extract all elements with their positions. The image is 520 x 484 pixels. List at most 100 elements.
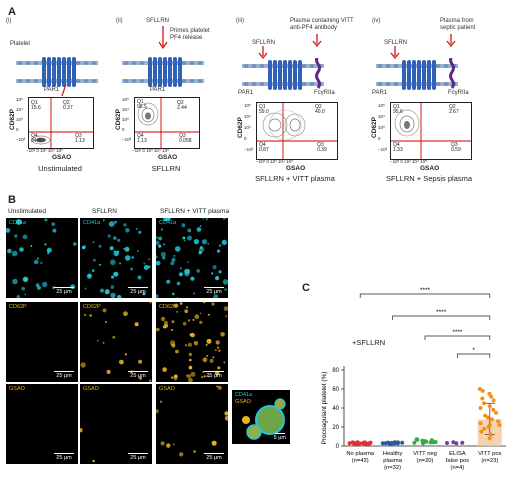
cell-spot (124, 246, 130, 252)
category-label: VITT neg (413, 451, 437, 457)
cell-spot (205, 343, 208, 346)
scale-bar: 25 μm (128, 286, 148, 295)
cell-spot (176, 297, 178, 298)
significance-label: **** (436, 309, 447, 316)
data-point (479, 429, 484, 434)
cell-spot (187, 319, 191, 322)
column-header-sfllrn: SFLLRN (92, 208, 117, 215)
cell-spot (198, 247, 205, 253)
cell-spot (193, 292, 195, 295)
cell-spot (148, 258, 150, 261)
cell-spot (186, 306, 188, 309)
data-point (400, 440, 405, 445)
category-label: (n=43) (352, 458, 369, 464)
x-axis-label: GSAO (158, 154, 178, 161)
inset-channel-cd41a: CD41a (235, 392, 253, 398)
par1-receptor-diagram (122, 57, 204, 87)
data-point (480, 388, 485, 393)
column-header-unstimulated: Unstimulated (8, 208, 46, 215)
cell-spot (206, 355, 209, 357)
data-point (497, 423, 502, 428)
flow-plot-sfllrn: Q1 96.5 Q2 2.44 Q4 1.13 Q3 0.058 (134, 97, 200, 149)
micrograph-gsao-col1: GSAO 25 μm (6, 384, 78, 464)
cell-spot (156, 327, 160, 332)
cell-spot (218, 270, 222, 274)
cell-spot (36, 285, 41, 290)
subpanel-index-ii: (ii) (116, 18, 123, 24)
cell-spot (224, 411, 228, 416)
primes-platelet-label: Primes platelet PF4 release (170, 28, 210, 41)
quadrant-q1: Q1 59.0 (259, 104, 269, 115)
cell-spot (199, 320, 203, 324)
y-ticks: 10⁵ 10⁴ 10³ 0 −10³ (16, 97, 26, 142)
cell-spot (143, 262, 146, 265)
data-point (347, 441, 352, 446)
cell-spot (131, 256, 134, 259)
cell-spot (173, 254, 176, 257)
y-axis-label: CD62P (8, 109, 16, 130)
cell-spot (112, 335, 116, 339)
cell-spot (30, 245, 33, 247)
cell-spot (119, 262, 122, 265)
cell-spot (16, 295, 21, 298)
cell-spot (199, 312, 202, 315)
cell-spot (188, 352, 192, 357)
flow-plot-vitt: Q1 59.0 Q2 40.0 Q4 0.87 Q3 0.39 (256, 102, 338, 160)
category-label: (n=32) (384, 465, 401, 471)
data-point (433, 440, 438, 444)
cell-spot (113, 271, 119, 277)
scale-bar: 25 μm (128, 452, 148, 461)
significance-label: **** (420, 287, 431, 294)
significance-bracket (392, 315, 491, 320)
cell-spot (221, 239, 227, 245)
cell-spot (220, 332, 225, 337)
cell-spot (46, 247, 52, 253)
cell-spot (7, 248, 12, 254)
cell-spot (160, 400, 163, 403)
cell-spot (213, 294, 219, 298)
par1-label: PAR1 (150, 87, 166, 93)
category-label: Healthy (383, 451, 403, 457)
y-tick-label: 0 (336, 444, 340, 450)
channel-label: CD62P (9, 304, 27, 310)
cell-spot (147, 265, 151, 269)
y-axis-label: CD62P (236, 117, 244, 138)
y-ticks: 10⁵ 10⁴ 10³ 0 −10³ (244, 103, 254, 152)
channel-label: CD41a (159, 220, 177, 226)
flow-plot-sepsis: Q1 95.6 Q2 2.67 Q4 1.33 Q3 0.59 (390, 102, 472, 160)
quadrant-q4: Q4 1.13 (137, 133, 147, 144)
y-axis-label: Procoagulant platelet (%) (321, 372, 328, 445)
cell-spot (149, 379, 152, 382)
cell-spot (6, 228, 11, 233)
cell-spot (11, 250, 18, 257)
micrograph-gsao-col2: GSAO 25 μm (80, 384, 152, 464)
quadrant-q3: Q3 0.39 (317, 142, 327, 153)
quadrant-q1: Q1 96.5 (137, 99, 147, 110)
quadrant-q2: Q2 2.67 (449, 104, 459, 115)
channel-label: CD41a (9, 220, 27, 226)
cell-spot (212, 356, 215, 359)
cell-spot (123, 223, 127, 227)
caption-sfllrn: SFLLRN (151, 164, 181, 173)
cell-spot (212, 265, 217, 270)
par1-label: PAR1 (238, 90, 254, 96)
cell-spot (182, 321, 187, 326)
cell-spot (97, 339, 99, 342)
cell-spot (173, 374, 178, 379)
cell-spot (125, 228, 130, 233)
cell-spot (193, 239, 199, 245)
cell-spot (176, 281, 181, 286)
cell-spot (102, 308, 107, 313)
cell-spot (111, 275, 114, 279)
cell-spot (216, 249, 221, 253)
data-point (414, 437, 419, 442)
cell-spot (81, 245, 86, 250)
cell-spot (190, 276, 195, 281)
cell-spot (214, 349, 217, 351)
scale-bar: 25 μm (54, 286, 74, 295)
y-tick-label: 60 (332, 387, 339, 393)
cell-spot (201, 239, 208, 245)
category-label: false pos (446, 458, 469, 464)
channel-label: GSAO (159, 386, 175, 392)
cell-spot (207, 313, 210, 316)
